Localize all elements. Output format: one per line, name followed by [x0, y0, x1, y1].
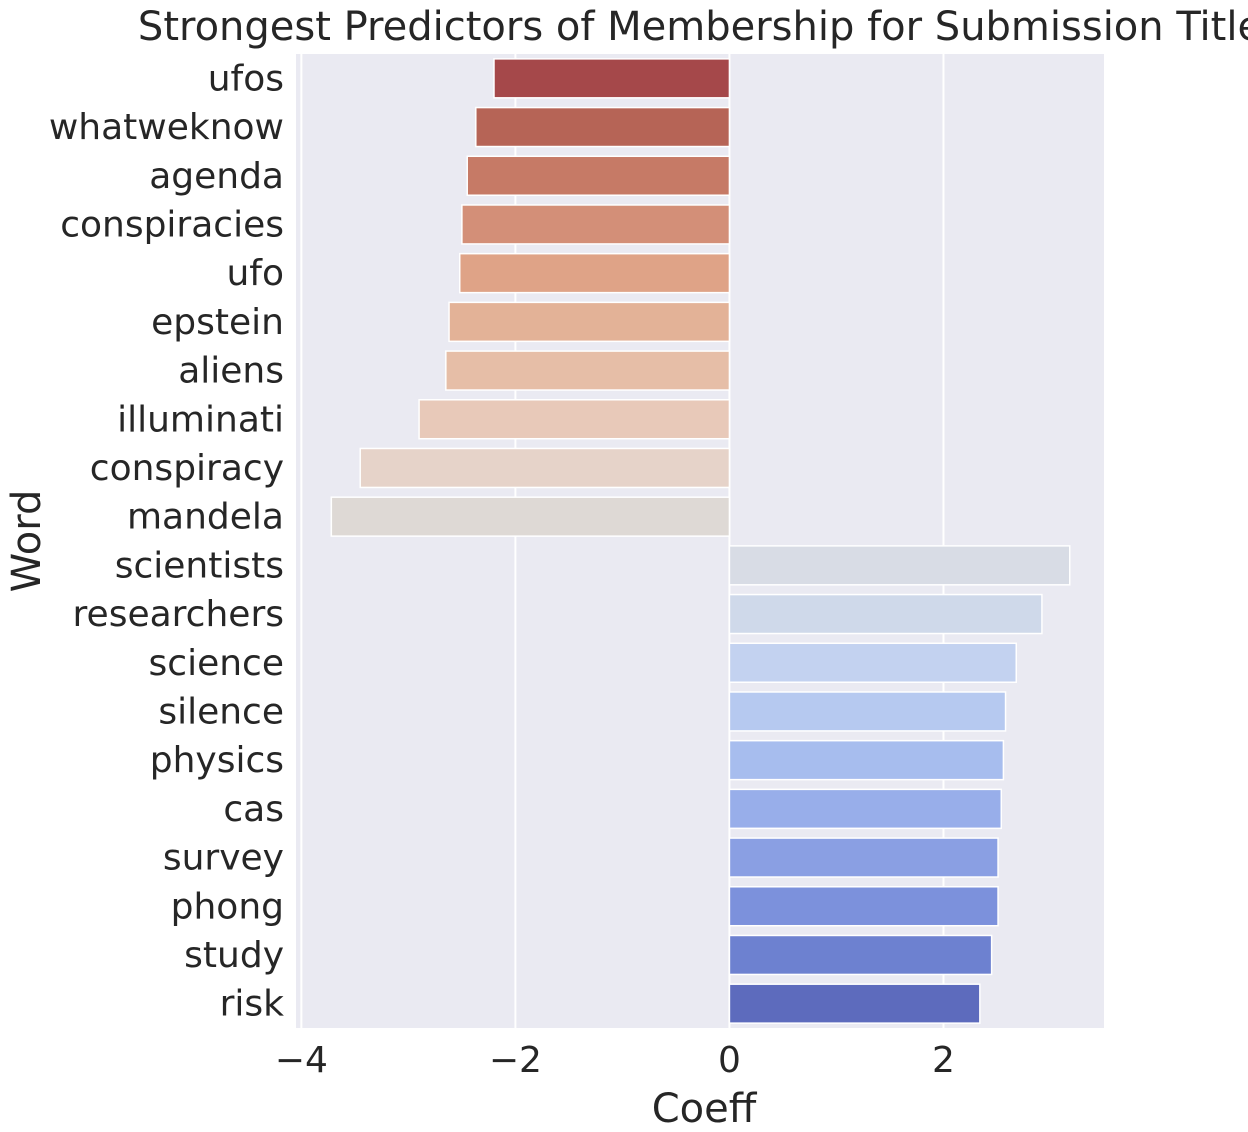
y-tick-label: conspiracies	[60, 204, 284, 245]
chart-title: Strongest Predictors of Membership for S…	[138, 4, 1248, 50]
y-tick-label: risk	[220, 984, 285, 1025]
bar	[461, 204, 731, 245]
y-tick-label: science	[149, 643, 284, 684]
y-tick-label: scientists	[115, 545, 284, 586]
y-tick-label: whatweknow	[49, 107, 284, 148]
y-tick-label: conspiracy	[90, 448, 284, 489]
y-tick-label: illuminati	[117, 399, 284, 440]
x-tick-label: −2	[489, 1040, 542, 1081]
y-tick-label: agenda	[149, 156, 284, 197]
bars	[330, 58, 1071, 1024]
x-axis-title: Coeff	[652, 1086, 758, 1132]
y-tick-label: researchers	[73, 594, 284, 635]
bar	[475, 106, 731, 148]
bar	[493, 58, 731, 99]
bar	[728, 983, 981, 1024]
bar	[359, 447, 731, 489]
y-tick-label: epstein	[151, 302, 284, 343]
y-tick-label: silence	[158, 691, 284, 732]
bar	[728, 739, 1005, 781]
bar	[445, 350, 731, 391]
bar	[728, 837, 999, 878]
x-tick-label: 2	[932, 1040, 955, 1081]
bar	[466, 155, 731, 196]
bar	[728, 642, 1017, 683]
y-tick-label: cas	[223, 789, 284, 830]
y-tick-label: physics	[150, 740, 284, 781]
bar	[448, 301, 731, 343]
bar	[728, 886, 999, 927]
x-tick-labels: −4 −2 0 2	[275, 1040, 955, 1081]
y-axis-title: Word	[4, 490, 50, 593]
bar	[330, 496, 731, 537]
bar	[728, 691, 1007, 732]
y-tick-labels: ufos whatweknow agenda conspiracies ufo epste…	[49, 58, 284, 1024]
y-tick-label: ufos	[208, 58, 284, 99]
y-tick-label: ufo	[226, 253, 284, 294]
plot-area	[296, 54, 1104, 1028]
bar	[728, 593, 1043, 635]
bar	[728, 934, 993, 976]
y-tick-label: phong	[171, 886, 284, 927]
bar	[418, 399, 731, 440]
bar	[458, 252, 731, 294]
y-tick-label: aliens	[178, 351, 284, 392]
bar	[728, 788, 1003, 830]
x-tick-label: 0	[718, 1040, 741, 1081]
y-tick-label: study	[184, 935, 284, 976]
y-tick-label: survey	[163, 838, 284, 879]
y-tick-label: mandela	[127, 497, 284, 538]
x-tick-label: −4	[275, 1040, 328, 1081]
bar	[728, 545, 1071, 586]
